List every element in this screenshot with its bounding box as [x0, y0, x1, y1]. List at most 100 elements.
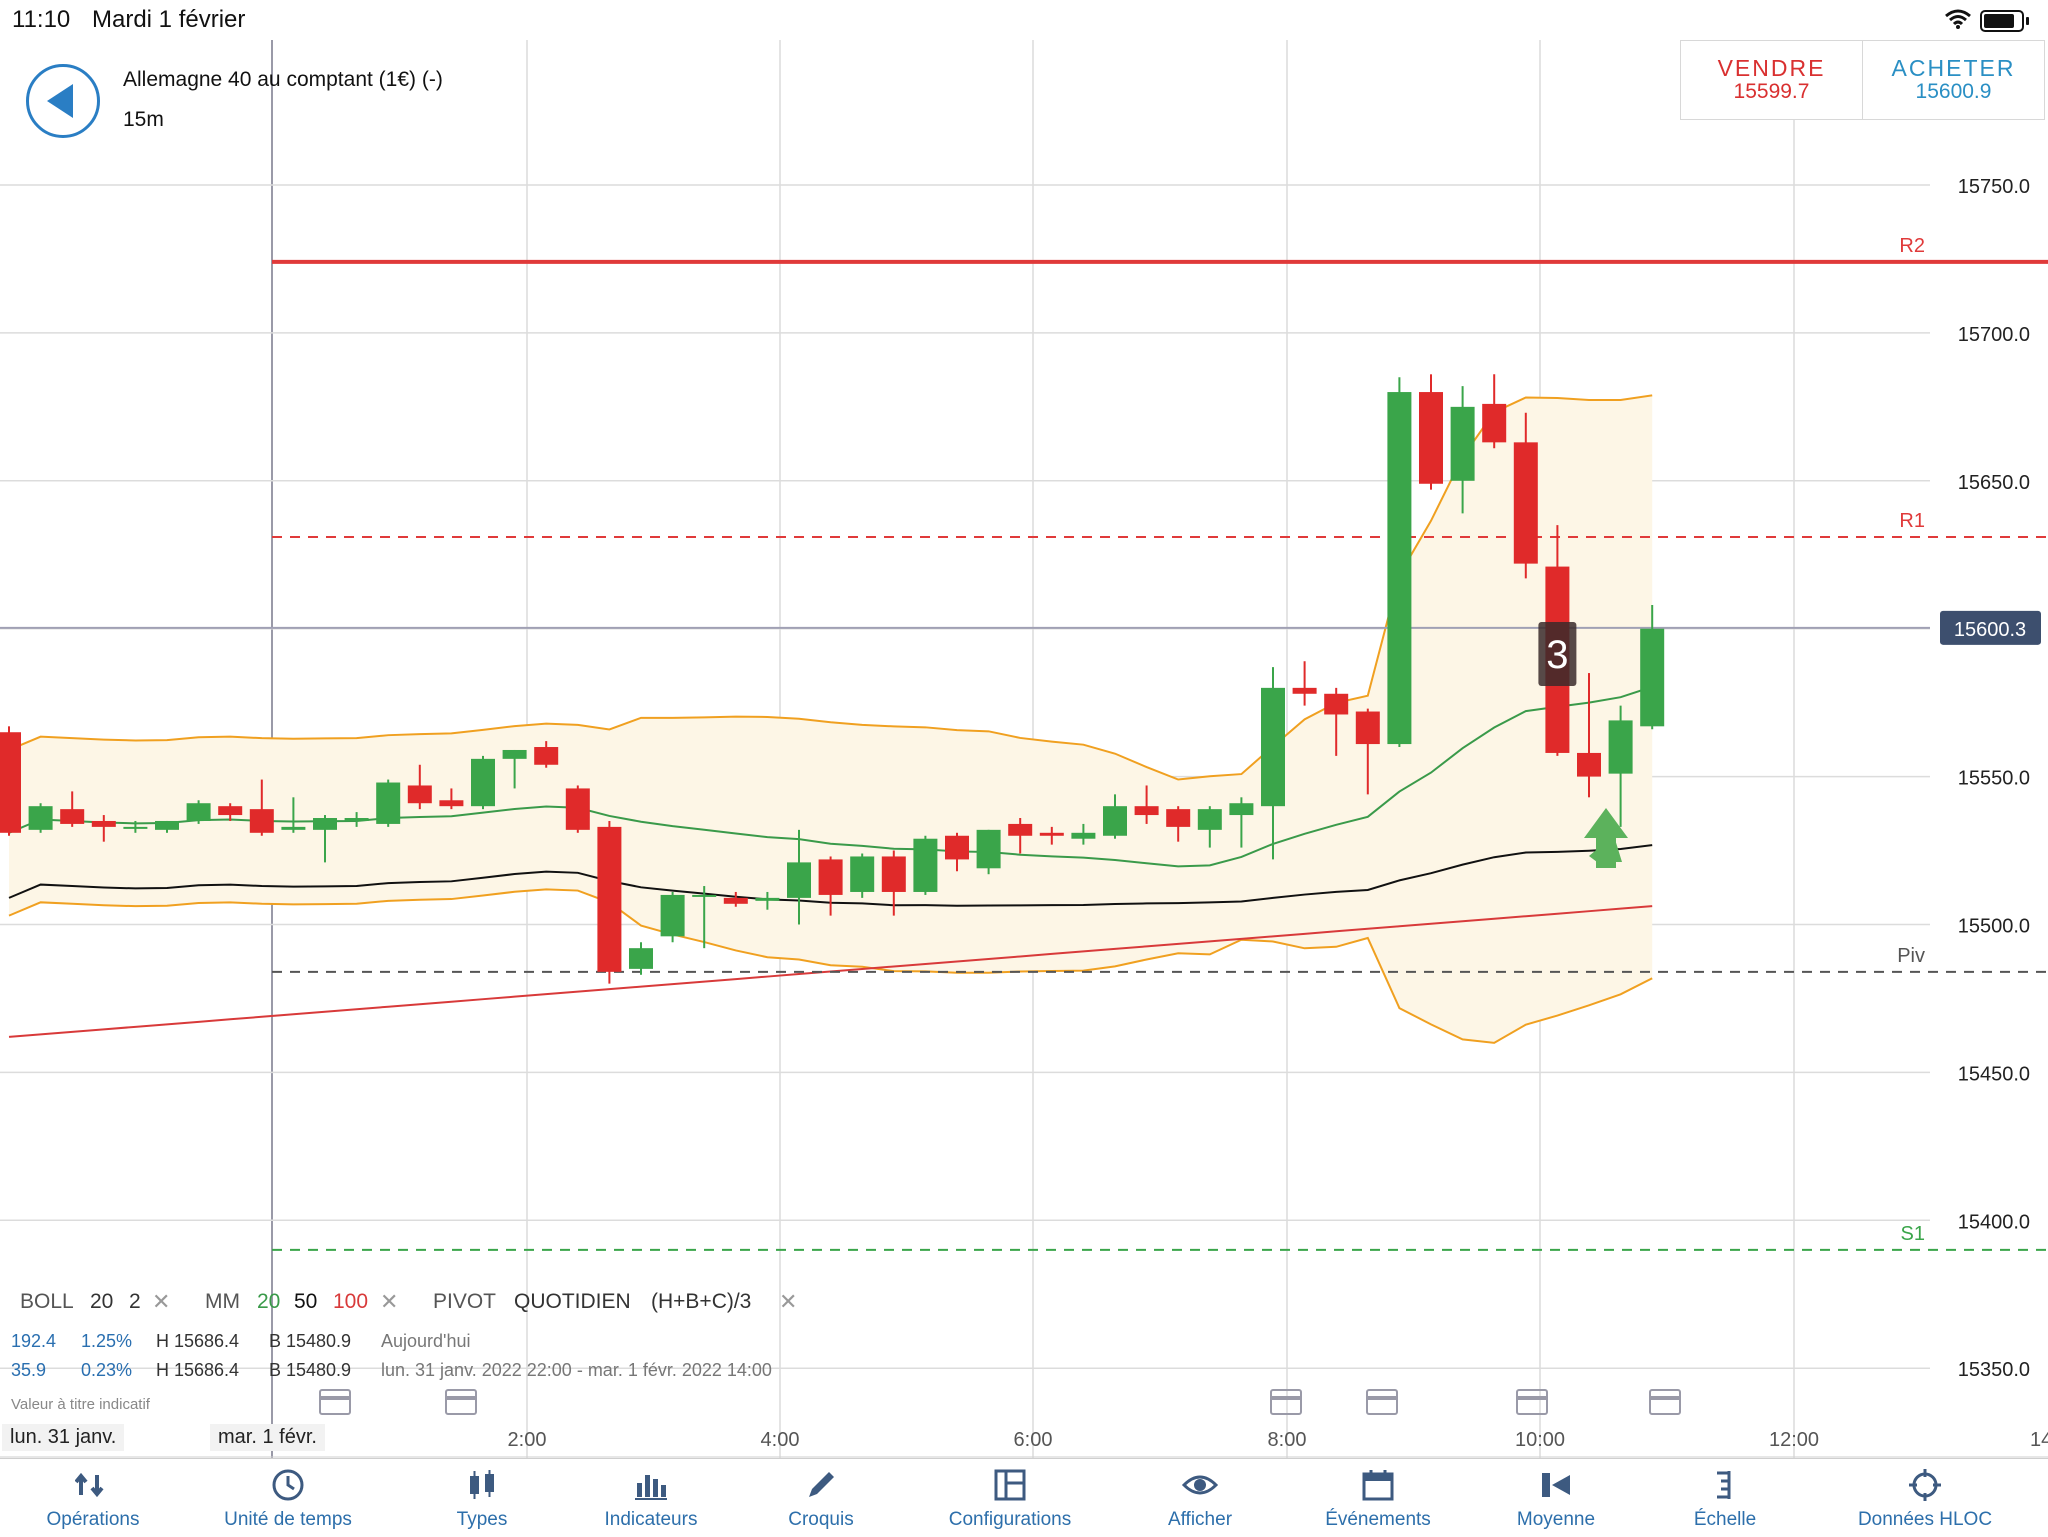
current-price-badge: [1940, 610, 2041, 645]
toolbar-label: Événements: [1325, 1509, 1431, 1530]
remove-pivot-icon[interactable]: ✕: [779, 1289, 798, 1314]
event-calendar-icon: [1270, 1389, 1302, 1415]
boll-width-pct: 1.25%: [81, 1331, 133, 1351]
pivot-indicator-name[interactable]: PIVOT: [433, 1290, 497, 1313]
candle-body: [1513, 442, 1538, 564]
candle-body: [218, 806, 243, 816]
candle-body: [723, 897, 748, 904]
time-axis-label: 12:00: [1769, 1429, 1819, 1451]
candle-body: [1261, 687, 1285, 807]
ma-param-100: 100: [333, 1290, 369, 1313]
toolbar-label: Indicateurs: [604, 1509, 698, 1530]
event-calendar-icon: [1516, 1389, 1548, 1415]
event-calendar-icon: [319, 1389, 351, 1415]
toolbar-button-bar-chart[interactable]: Indicateurs: [561, 1459, 741, 1537]
sell-price: 15599.7: [1733, 80, 1810, 103]
time-axis-label: 6:00: [1014, 1429, 1053, 1451]
buy-label: ACHETER: [1891, 55, 2016, 81]
toolbar-label: Échelle: [1693, 1509, 1757, 1530]
candle-body: [818, 859, 843, 895]
candle-body: [565, 788, 590, 830]
ma20-line: [8, 685, 1653, 868]
event-calendar-icon: [1366, 1389, 1398, 1415]
bollinger-lower-line: [8, 888, 1653, 1044]
toolbar-button-eye[interactable]: Afficher: [1110, 1459, 1290, 1537]
date-label-2: mar. 1 févr.: [210, 1424, 325, 1451]
candle-body: [281, 826, 306, 830]
remove-boll-icon[interactable]: ✕: [152, 1289, 171, 1314]
candle-body: [1039, 832, 1064, 836]
toolbar-button-clock[interactable]: Unité de temps: [198, 1459, 378, 1537]
operations-icon: [75, 1472, 104, 1498]
pivot-mode: QUOTIDIEN: [514, 1290, 631, 1313]
range-pct: 0.23%: [81, 1360, 133, 1380]
remove-ma-icon[interactable]: ✕: [380, 1289, 399, 1314]
candle-body: [692, 894, 717, 897]
candle-body: [787, 862, 811, 898]
price-chart[interactable]: 15750.015700.015650.015600.015550.015500…: [0, 0, 2048, 1458]
price-tick-label: 15650.0: [1958, 472, 2030, 494]
pivot-label-piv: Piv: [1897, 945, 1925, 967]
candle-body: [597, 826, 622, 972]
clock-icon: [272, 1469, 304, 1501]
candle-body: [439, 800, 464, 807]
toolbar-button-crosshair[interactable]: Données HLOC: [1835, 1459, 2015, 1537]
buy-button[interactable]: ACHETER 15600.9: [1863, 41, 2044, 119]
time-axis-label: 4:00: [761, 1429, 800, 1451]
boll-param-2: 2: [129, 1290, 141, 1313]
candle-body: [755, 897, 780, 901]
average-icon: [1542, 1473, 1570, 1497]
pivot-label-r2: R2: [1899, 235, 1925, 257]
back-button[interactable]: [26, 64, 100, 138]
ma-indicator-name[interactable]: MM: [205, 1290, 240, 1313]
pivot-formula: (H+B+C)/3: [651, 1290, 752, 1313]
ma-param-20: 20: [257, 1290, 281, 1313]
toolbar-button-scale[interactable]: Échelle: [1635, 1459, 1815, 1537]
price-tick-label: 15550.0: [1958, 768, 2030, 790]
candle-body: [0, 732, 21, 833]
toolbar-label: Configurations: [948, 1509, 1072, 1530]
price-tick-label: 15700.0: [1958, 324, 2030, 346]
candle-body: [502, 749, 527, 759]
candle-body: [534, 747, 559, 765]
toolbar-label: Types: [456, 1509, 508, 1530]
trade-panel: VENDRE 15599.7 ACHETER 15600.9: [1680, 40, 2045, 120]
overlay-marker-label: 3: [1546, 633, 1568, 677]
toolbar-button-pencil[interactable]: Croquis: [731, 1459, 911, 1537]
candle-body: [629, 948, 653, 969]
bollinger-band-fill: [9, 395, 1653, 1043]
event-calendar-icon: [445, 1389, 477, 1415]
candle-body: [1387, 392, 1412, 745]
toolbar-button-candle-types[interactable]: Types: [392, 1459, 572, 1537]
up-arrow-annotation: [1584, 808, 1628, 868]
price-tick-label: 15750.0: [1958, 176, 2030, 198]
boll-indicator-name[interactable]: BOLL: [20, 1290, 74, 1313]
sell-button[interactable]: VENDRE 15599.7: [1681, 41, 1863, 119]
date-label-1: lun. 31 janv.: [2, 1424, 125, 1451]
time-axis-label: 8:00: [1268, 1429, 1307, 1451]
candle-body: [881, 856, 906, 892]
candle-body: [60, 809, 85, 824]
range-period: lun. 31 janv. 2022 22:00 - mar. 1 févr. …: [381, 1360, 772, 1380]
bar-chart-icon: [635, 1475, 667, 1500]
toolbar-button-operations[interactable]: Opérations: [3, 1459, 183, 1537]
pivot-label-r1: R1: [1899, 510, 1925, 532]
toolbar-button-calendar[interactable]: Événements: [1288, 1459, 1468, 1537]
candle-body: [28, 806, 53, 830]
calendar-icon: [1362, 1470, 1394, 1501]
candle-body: [1197, 809, 1222, 830]
candle-body: [376, 782, 401, 824]
bottom-toolbar: Opérations Unité de temps Types Indicateurs…: [0, 1458, 2048, 1537]
eye-icon: [1182, 1475, 1218, 1495]
toolbar-button-average[interactable]: Moyenne: [1466, 1459, 1646, 1537]
time-axis-label: 14:: [2030, 1429, 2048, 1451]
buy-price: 15600.9: [1915, 80, 1992, 103]
today-low: B 15480.9: [269, 1331, 352, 1351]
toolbar-label: Opérations: [46, 1509, 140, 1530]
today-period: Aujourd'hui: [381, 1331, 471, 1351]
toolbar-label: Afficher: [1167, 1509, 1233, 1530]
timeframe-label: 15m: [123, 108, 164, 131]
toolbar-button-layout[interactable]: Configurations: [920, 1459, 1100, 1537]
candle-body: [344, 818, 369, 821]
today-high: H 15686.4: [156, 1331, 240, 1351]
